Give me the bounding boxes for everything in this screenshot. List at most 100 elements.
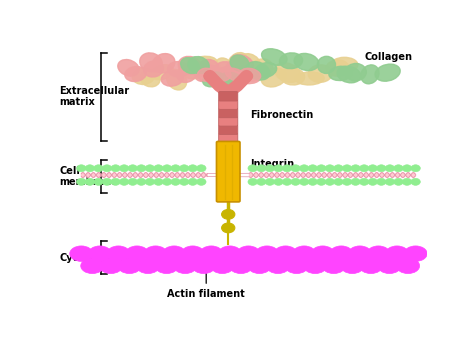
Circle shape	[119, 178, 129, 186]
Circle shape	[222, 209, 235, 219]
Ellipse shape	[246, 62, 270, 80]
Circle shape	[325, 165, 335, 172]
Ellipse shape	[385, 246, 409, 262]
Ellipse shape	[231, 55, 254, 71]
Ellipse shape	[188, 57, 209, 74]
Ellipse shape	[396, 258, 419, 274]
FancyBboxPatch shape	[219, 92, 238, 101]
Ellipse shape	[348, 246, 372, 262]
Ellipse shape	[237, 54, 260, 71]
FancyBboxPatch shape	[219, 100, 238, 109]
Circle shape	[385, 165, 395, 172]
Ellipse shape	[280, 68, 305, 85]
Circle shape	[411, 165, 420, 172]
Ellipse shape	[255, 63, 277, 77]
Ellipse shape	[137, 258, 160, 274]
Circle shape	[291, 178, 301, 186]
Circle shape	[248, 165, 257, 172]
Ellipse shape	[285, 258, 308, 274]
Ellipse shape	[237, 246, 260, 262]
Ellipse shape	[132, 68, 155, 84]
Circle shape	[94, 178, 103, 186]
Circle shape	[385, 178, 395, 186]
FancyBboxPatch shape	[219, 125, 238, 134]
Circle shape	[85, 178, 95, 186]
Ellipse shape	[367, 246, 390, 262]
Circle shape	[351, 178, 360, 186]
Ellipse shape	[211, 68, 231, 81]
Circle shape	[128, 165, 137, 172]
Ellipse shape	[150, 65, 173, 80]
Ellipse shape	[181, 58, 200, 74]
Ellipse shape	[179, 63, 204, 79]
Circle shape	[351, 165, 360, 172]
Ellipse shape	[100, 258, 122, 274]
Ellipse shape	[215, 58, 234, 79]
Circle shape	[394, 165, 403, 172]
Circle shape	[188, 178, 198, 186]
Text: Collagen: Collagen	[364, 52, 412, 62]
Circle shape	[111, 178, 120, 186]
Circle shape	[94, 165, 103, 172]
Ellipse shape	[317, 56, 336, 74]
Ellipse shape	[359, 258, 383, 274]
Circle shape	[188, 165, 198, 172]
Ellipse shape	[198, 60, 221, 77]
Ellipse shape	[200, 246, 223, 262]
Ellipse shape	[198, 68, 215, 81]
Ellipse shape	[144, 246, 167, 262]
Circle shape	[265, 178, 274, 186]
Ellipse shape	[181, 246, 204, 262]
Circle shape	[300, 165, 309, 172]
Ellipse shape	[152, 54, 175, 73]
Ellipse shape	[229, 258, 253, 274]
Circle shape	[256, 178, 266, 186]
Ellipse shape	[70, 246, 93, 262]
Circle shape	[256, 165, 266, 172]
Circle shape	[402, 165, 412, 172]
Circle shape	[162, 178, 172, 186]
Ellipse shape	[404, 246, 427, 262]
Ellipse shape	[295, 72, 324, 85]
Circle shape	[308, 165, 318, 172]
Ellipse shape	[166, 69, 187, 90]
Ellipse shape	[140, 70, 160, 87]
Circle shape	[102, 165, 112, 172]
Ellipse shape	[329, 66, 353, 81]
Circle shape	[179, 165, 189, 172]
Ellipse shape	[337, 66, 361, 83]
Circle shape	[368, 178, 377, 186]
Ellipse shape	[274, 63, 301, 82]
Ellipse shape	[255, 246, 279, 262]
Ellipse shape	[118, 59, 139, 76]
Ellipse shape	[178, 56, 201, 75]
Circle shape	[111, 165, 120, 172]
Circle shape	[119, 165, 129, 172]
Circle shape	[265, 165, 274, 172]
Circle shape	[342, 165, 352, 172]
Circle shape	[145, 165, 155, 172]
Ellipse shape	[195, 65, 219, 82]
Ellipse shape	[330, 246, 353, 262]
Circle shape	[197, 178, 206, 186]
FancyBboxPatch shape	[219, 133, 238, 143]
Ellipse shape	[341, 258, 364, 274]
FancyBboxPatch shape	[219, 117, 238, 126]
Ellipse shape	[81, 258, 104, 274]
Ellipse shape	[228, 52, 247, 71]
Ellipse shape	[250, 59, 273, 79]
Ellipse shape	[219, 246, 241, 262]
Ellipse shape	[311, 246, 334, 262]
Circle shape	[76, 165, 86, 172]
Text: Integrin: Integrin	[250, 159, 294, 169]
Circle shape	[102, 178, 112, 186]
Circle shape	[411, 178, 420, 186]
Circle shape	[154, 165, 163, 172]
Ellipse shape	[261, 68, 286, 87]
Circle shape	[325, 178, 335, 186]
Ellipse shape	[192, 258, 215, 274]
Ellipse shape	[140, 53, 162, 72]
Circle shape	[359, 178, 369, 186]
Circle shape	[222, 223, 235, 233]
Ellipse shape	[262, 49, 287, 65]
